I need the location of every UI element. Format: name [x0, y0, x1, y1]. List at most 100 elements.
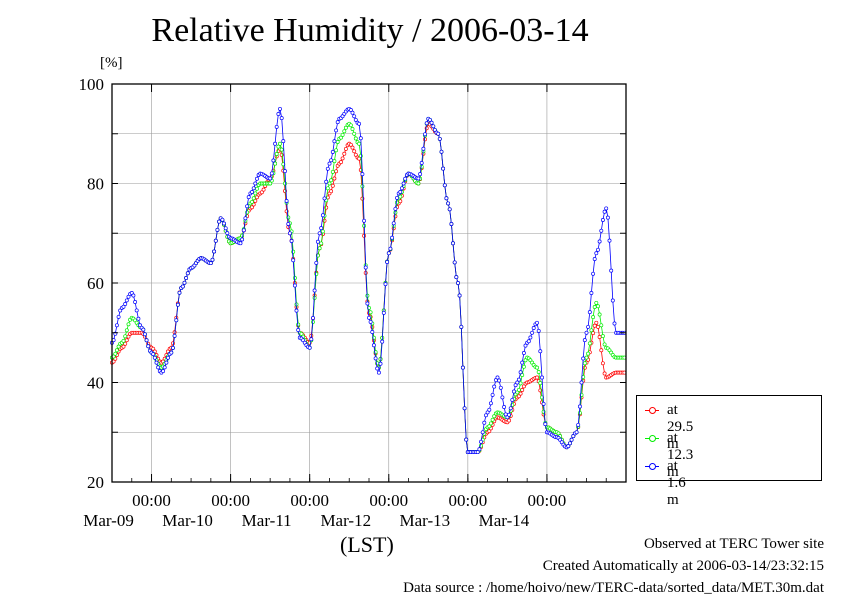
data-point	[123, 302, 128, 306]
data-point	[437, 136, 442, 141]
data-point	[343, 146, 348, 151]
data-point	[487, 424, 492, 429]
data-point	[535, 365, 539, 370]
series-1	[110, 116, 627, 455]
data-point	[576, 422, 581, 427]
data-point	[286, 222, 291, 226]
data-point	[352, 114, 357, 119]
data-point	[309, 337, 314, 342]
series-group	[110, 106, 627, 455]
data-point	[311, 316, 315, 320]
data-point	[121, 344, 126, 349]
data-point	[278, 106, 282, 111]
data-point	[457, 293, 462, 298]
data-point	[487, 407, 492, 412]
data-point	[274, 124, 279, 129]
series-line	[111, 118, 625, 453]
data-point	[133, 300, 138, 304]
footer-site: Observed at TERC Tower site	[643, 536, 824, 552]
x-tick-label: 00:00	[132, 491, 171, 510]
data-point	[131, 293, 136, 298]
data-point	[279, 116, 284, 121]
y-tick-label: 40	[87, 374, 104, 393]
data-point	[250, 190, 254, 194]
data-point	[292, 276, 297, 280]
series-0	[110, 121, 627, 455]
data-point	[475, 450, 480, 455]
data-point	[446, 201, 451, 206]
x-axis-label: (LST)	[340, 532, 394, 557]
data-point	[597, 312, 602, 317]
data-point	[523, 358, 528, 363]
data-point	[166, 355, 170, 360]
data-point	[582, 361, 587, 366]
data-point	[281, 139, 286, 144]
data-point	[530, 330, 535, 335]
data-point	[488, 401, 493, 406]
data-point	[319, 241, 324, 246]
data-point	[535, 375, 539, 380]
data-point	[395, 195, 399, 200]
data-point	[348, 142, 353, 147]
data-point	[610, 298, 615, 303]
data-point	[599, 323, 604, 328]
data-point	[541, 401, 546, 406]
data-point	[342, 129, 347, 134]
data-point	[398, 194, 403, 199]
data-point	[401, 181, 406, 186]
data-point	[286, 215, 291, 220]
data-point	[123, 341, 128, 346]
data-point	[591, 271, 596, 276]
data-point	[498, 385, 503, 390]
data-point	[146, 344, 151, 349]
data-point	[538, 381, 543, 386]
data-point	[535, 320, 539, 325]
data-point	[586, 351, 591, 356]
data-point	[114, 348, 119, 353]
data-point	[121, 338, 126, 343]
data-point	[477, 447, 482, 452]
data-point	[339, 160, 343, 165]
data-point	[456, 281, 460, 285]
data-point	[444, 196, 449, 201]
data-point	[330, 150, 335, 154]
data-point	[512, 389, 516, 394]
data-point	[508, 406, 513, 411]
data-point	[582, 338, 587, 343]
data-point	[594, 320, 599, 325]
data-point	[607, 238, 612, 243]
data-point	[334, 169, 339, 174]
data-point	[596, 247, 600, 252]
y-tick-label: 60	[87, 274, 104, 293]
data-point	[579, 380, 584, 385]
data-point	[314, 260, 319, 265]
data-point	[251, 196, 256, 201]
data-point	[268, 176, 273, 181]
data-point	[416, 176, 421, 181]
data-point	[424, 121, 429, 126]
data-point	[332, 176, 337, 181]
data-point	[587, 341, 592, 346]
x-date-label: Mar-14	[479, 511, 530, 530]
data-point	[399, 186, 404, 191]
data-point	[362, 218, 367, 223]
data-point	[464, 437, 469, 442]
data-point	[375, 366, 380, 371]
data-point	[418, 172, 423, 177]
data-point	[521, 351, 526, 355]
data-point	[118, 308, 123, 313]
data-point	[592, 323, 597, 328]
data-point	[459, 324, 464, 329]
data-point	[212, 249, 217, 254]
x-tick-label: 00:00	[290, 491, 329, 510]
data-point	[238, 241, 243, 246]
data-point	[367, 315, 371, 320]
data-point	[350, 145, 355, 150]
data-point	[589, 291, 594, 295]
data-point	[594, 300, 599, 305]
data-point	[353, 152, 358, 157]
data-point	[523, 343, 528, 348]
x-tick-label: 00:00	[448, 491, 487, 510]
data-point	[180, 284, 185, 289]
data-point	[292, 283, 297, 288]
